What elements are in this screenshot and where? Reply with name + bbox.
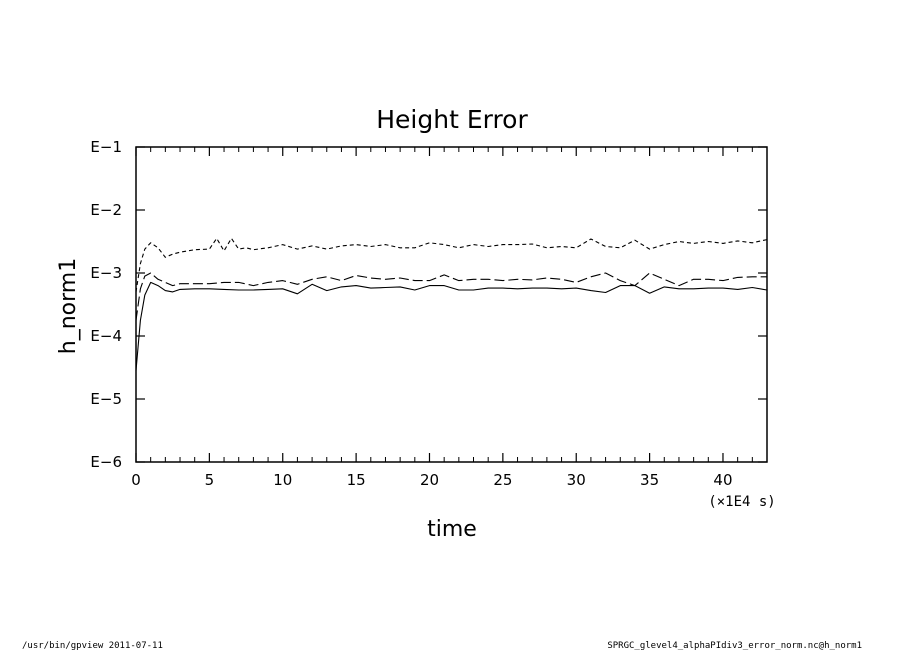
x-tick-label: 35 xyxy=(640,471,659,489)
y-axis-label: h_norm1 xyxy=(56,258,81,354)
x-axis-ticks: 0 5 10 15 20 25 30 35 40 xyxy=(131,147,768,489)
x-tick-label: 20 xyxy=(420,471,439,489)
footer-left: /usr/bin/gpview 2011-07-11 xyxy=(22,641,163,651)
plot-frame xyxy=(135,146,768,463)
x-tick-label: 30 xyxy=(567,471,586,489)
series-lines xyxy=(135,237,768,371)
x-axis-unit: (×1E4 s) xyxy=(708,494,775,510)
x-tick-label: 25 xyxy=(493,471,512,489)
x-tick-label: 10 xyxy=(273,471,292,489)
x-tick-label: 15 xyxy=(347,471,366,489)
series-line-solid xyxy=(135,281,768,371)
x-axis-label: time xyxy=(427,517,477,542)
x-tick-label: 0 xyxy=(131,471,141,489)
x-tick-label: 40 xyxy=(713,471,732,489)
x-tick-label: 5 xyxy=(205,471,215,489)
y-tick-label: E−1 xyxy=(90,138,122,156)
y-tick-label: E−2 xyxy=(90,201,122,219)
y-tick-label: E−6 xyxy=(90,453,122,471)
y-tick-label: E−5 xyxy=(90,390,122,408)
y-tick-label: E−3 xyxy=(90,264,122,282)
y-axis-ticks: E−1 E−2 E−3 E−4 E−5 E−6 xyxy=(90,138,767,471)
series-line-short-dash xyxy=(135,237,768,292)
chart-title: Height Error xyxy=(376,105,528,134)
footer-right: SPRGC_glevel4_alphaPIdiv3_error_norm.nc@… xyxy=(607,641,862,651)
series-line-long-dash xyxy=(135,272,767,321)
y-tick-label: E−4 xyxy=(90,327,122,345)
